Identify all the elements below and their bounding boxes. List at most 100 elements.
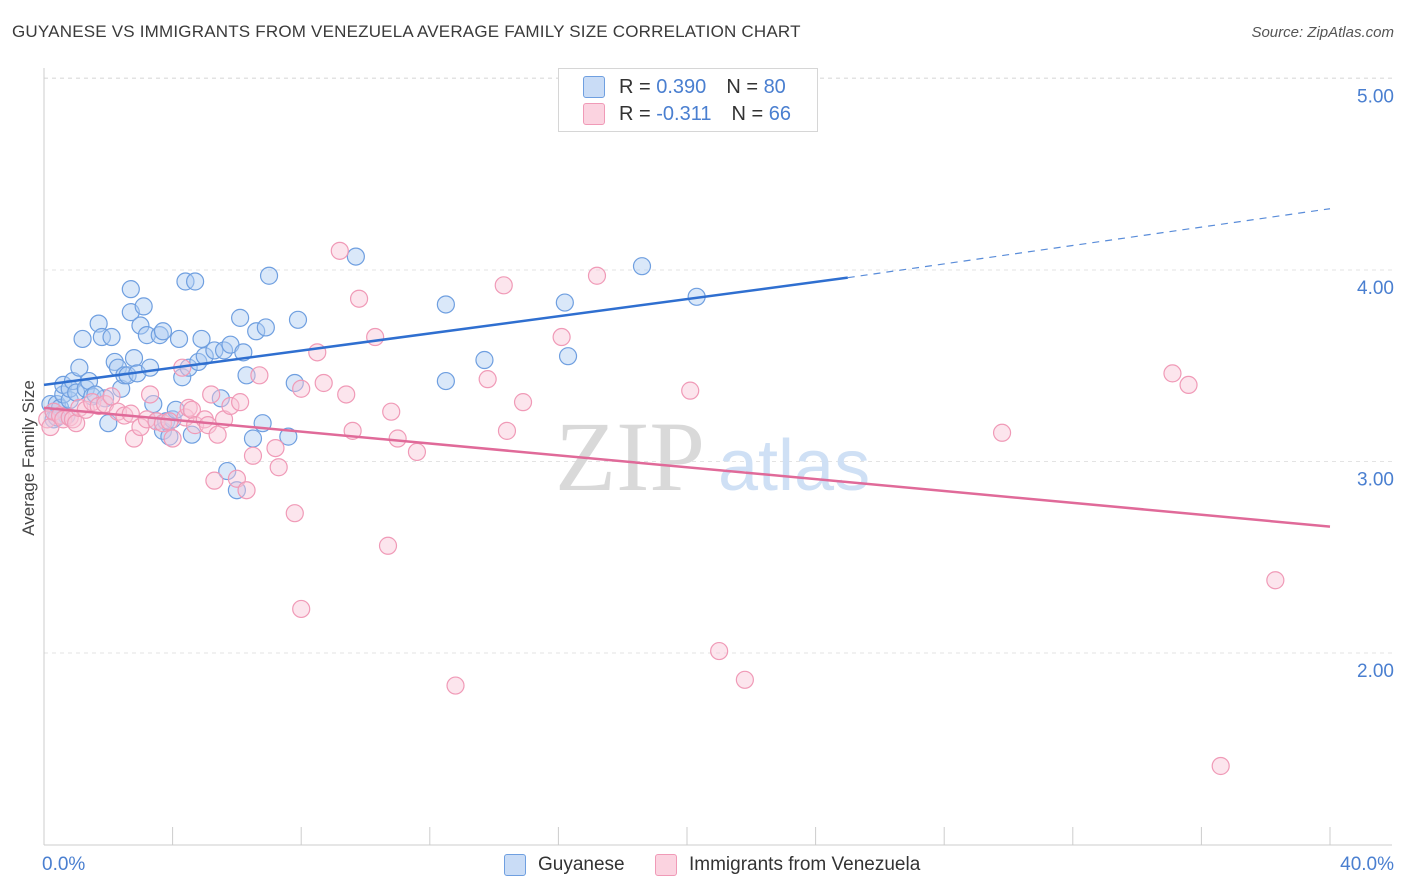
guyanese-point: [176, 272, 195, 291]
venezuela-point: [205, 471, 224, 490]
chart-title: GUYANESE VS IMMIGRANTS FROM VENEZUELA AV…: [12, 22, 801, 41]
guyanese-point: [288, 310, 308, 329]
guyanese-point: [105, 352, 124, 372]
venezuela-point: [710, 641, 729, 661]
axes: [43, 68, 1392, 846]
venezuela-point: [163, 429, 182, 448]
x-tick-label: 0.0%: [42, 854, 85, 875]
venezuela-point: [1266, 571, 1285, 590]
guyanese-point: [131, 316, 150, 335]
guyanese-point: [436, 295, 455, 314]
y-tick-label: 3.00: [1357, 470, 1394, 491]
legend-r-label: R =: [619, 75, 651, 98]
venezuela-point: [266, 438, 285, 458]
venezuela-point: [366, 327, 385, 347]
guyanese-point: [153, 322, 173, 341]
guyanese-trend-extension: [847, 208, 1331, 279]
venezuela-point: [735, 670, 754, 689]
bottom-legend-label: Guyanese: [538, 854, 625, 875]
y-tick-label: 5.00: [1357, 87, 1394, 108]
tick-labels: 2.00 3.00 4.00 5.00 0.0% 40.0%: [42, 87, 1394, 876]
guyanese-point: [173, 368, 192, 387]
legend-n-value: 66: [768, 102, 791, 125]
venezuela-point: [337, 385, 356, 404]
venezuela-point: [1179, 375, 1198, 394]
guyanese-point: [182, 425, 201, 444]
venezuela-point: [1211, 756, 1230, 776]
venezuela-point: [243, 446, 263, 465]
venezuela-point: [587, 266, 607, 285]
guyanese-point: [134, 297, 153, 316]
venezuela-trend-line: [43, 406, 1331, 528]
legend-n-value: 80: [763, 75, 786, 98]
guyanese-point: [186, 272, 205, 291]
guyanese-point: [632, 257, 652, 276]
venezuela-point: [124, 429, 144, 448]
legend-row-guyanese: R = 0.390 N = 80: [583, 74, 786, 100]
venezuela-point: [497, 421, 517, 440]
guyanese-point: [192, 329, 211, 349]
venezuela-point: [378, 536, 398, 555]
guyanese-point: [92, 327, 111, 347]
venezuela-point: [140, 385, 160, 404]
guyanese-point: [256, 318, 275, 337]
guyanese-point: [558, 347, 578, 366]
guyanese-point: [346, 247, 365, 266]
guyanese-point: [144, 394, 163, 414]
venezuela-point: [102, 387, 121, 406]
venezuela-point: [231, 393, 250, 412]
guyanese-point: [475, 350, 494, 370]
guyanese-point: [102, 327, 121, 347]
venezuela-point: [89, 396, 108, 416]
venezuela-point: [292, 599, 311, 619]
venezuela-point: [208, 425, 227, 444]
guyanese-point: [259, 266, 279, 285]
y-tick-label: 4.00: [1357, 278, 1394, 299]
venezuela-point: [407, 442, 427, 462]
x-tick-label: 40.0%: [1340, 854, 1394, 875]
guyanese-point: [243, 429, 263, 448]
legend-r-value: 0.390: [656, 75, 707, 98]
guyanese-point: [247, 322, 266, 341]
venezuela-point: [221, 396, 240, 416]
guyanese-point: [70, 358, 89, 377]
data-points: [38, 241, 1285, 776]
venezuela-point: [494, 276, 513, 295]
venezuela-point: [1163, 364, 1182, 383]
venezuela-point: [552, 327, 571, 347]
venezuela-point: [388, 429, 407, 448]
legend-n-label: N =: [726, 75, 758, 98]
venezuela-point: [349, 289, 369, 308]
guyanese-point: [89, 314, 108, 333]
venezuela-point: [292, 379, 311, 398]
bottom-legend-venezuela[interactable]: Immigrants from Venezuela: [655, 852, 920, 878]
trend-lines: [43, 208, 1331, 528]
bottom-legend-swatch-pink: [655, 854, 677, 876]
venezuela-point: [202, 385, 221, 404]
venezuela-point: [513, 393, 533, 412]
guyanese-point: [121, 280, 140, 299]
venezuela-point: [330, 241, 349, 260]
venezuela-point: [198, 416, 218, 435]
venezuela-point: [478, 370, 497, 389]
source-note: Source: ZipAtlas.com: [1251, 24, 1394, 41]
bottom-legend-swatch-blue: [504, 854, 526, 876]
guyanese-point: [237, 366, 256, 385]
guyanese-point: [218, 461, 237, 481]
bottom-legend-guyanese[interactable]: Guyanese: [504, 852, 625, 878]
guyanese-point: [555, 293, 574, 312]
guyanese-point: [73, 329, 92, 349]
guyanese-point: [231, 308, 250, 327]
venezuela-point: [269, 458, 288, 477]
venezuela-point: [382, 402, 401, 421]
guyanese-point: [205, 341, 224, 360]
venezuela-point: [285, 504, 304, 523]
legend-n-label: N =: [731, 102, 764, 125]
venezuela-point: [67, 414, 86, 433]
venezuela-point: [237, 481, 256, 500]
y-axis-label: Average Family Size: [19, 380, 38, 536]
grid-lines: [44, 77, 1392, 654]
venezuela-point: [182, 400, 201, 419]
venezuela-point: [681, 381, 700, 400]
